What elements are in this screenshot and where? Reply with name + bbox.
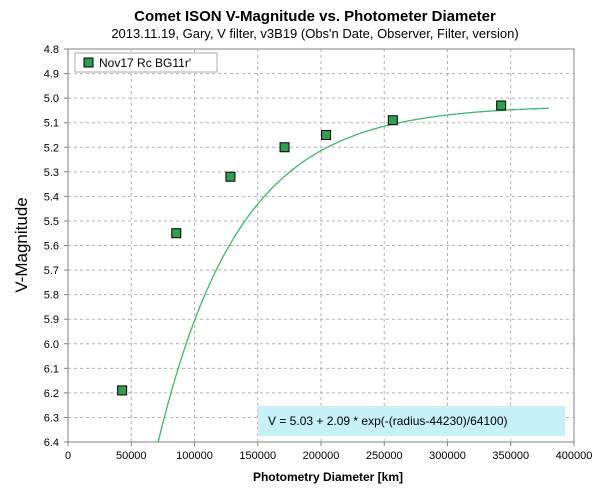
y-tick-label: 6.0 xyxy=(44,339,59,351)
x-tick-label: 0 xyxy=(65,450,71,462)
x-tick-label: 100000 xyxy=(176,450,213,462)
x-tick-label: 400000 xyxy=(556,450,593,462)
y-tick-label: 5.0 xyxy=(44,93,59,105)
y-tick-label: 4.9 xyxy=(44,69,59,81)
y-tick-label: 5.6 xyxy=(44,241,59,253)
y-tick-label: 4.8 xyxy=(44,44,59,56)
x-tick-label: 350000 xyxy=(492,450,529,462)
legend-box xyxy=(74,52,218,73)
chart-subtitle: 2013.11.19, Gary, V filter, v3B19 (Obs'n… xyxy=(111,26,518,41)
data-point xyxy=(321,129,332,140)
y-tick-label: 5.8 xyxy=(44,290,59,302)
fit-equation: V = 5.03 + 2.09 * exp(-(radius-44230)/64… xyxy=(268,414,507,428)
equation-box: V = 5.03 + 2.09 * exp(-(radius-44230)/64… xyxy=(258,406,565,436)
data-point xyxy=(279,142,290,153)
chart-title: Comet ISON V-Magnitude vs. Photometer Di… xyxy=(134,8,496,25)
x-axis-ticks: 0 50000 100000 150000 200000 250000 300000 3500… xyxy=(65,442,592,462)
data-point xyxy=(117,385,128,396)
fit-curve xyxy=(157,107,549,443)
y-tick-label: 6.1 xyxy=(44,363,59,375)
y-tick-label: 5.7 xyxy=(44,265,59,277)
y-tick-label: 5.4 xyxy=(44,191,59,203)
y-tick-label: 5.3 xyxy=(44,167,59,179)
data-point xyxy=(387,115,398,126)
y-tick-label: 6.4 xyxy=(44,437,59,449)
y-axis-label: V-Magnitude xyxy=(12,197,31,292)
data-point xyxy=(171,228,182,239)
y-tick-label: 6.2 xyxy=(44,388,59,400)
x-tick-label: 250000 xyxy=(366,450,403,462)
equation-box-background xyxy=(258,406,565,436)
x-tick-label: 300000 xyxy=(429,450,466,462)
legend: Nov17 Rc BG11r' xyxy=(74,52,218,73)
y-tick-label: 5.2 xyxy=(44,142,59,154)
data-point xyxy=(496,100,507,111)
y-tick-label: 5.1 xyxy=(44,118,59,130)
legend-marker-square-icon xyxy=(83,57,94,68)
x-tick-label: 150000 xyxy=(239,450,276,462)
x-tick-label: 50000 xyxy=(116,450,147,462)
x-tick-label: 200000 xyxy=(303,450,340,462)
legend-label: Nov17 Rc BG11r' xyxy=(99,56,191,70)
x-axis-label: Photometry Diameter [km] xyxy=(253,470,403,484)
data-points xyxy=(117,100,507,396)
data-point xyxy=(225,171,236,182)
y-tick-label: 6.3 xyxy=(44,412,59,424)
y-tick-label: 5.5 xyxy=(44,216,59,228)
y-tick-label: 5.9 xyxy=(44,314,59,326)
y-axis-ticks: 4.8 4.9 5.0 5.1 5.2 5.3 5.4 5.5 5.6 5.7 5.8 5.9 6.0 6… xyxy=(44,44,68,449)
